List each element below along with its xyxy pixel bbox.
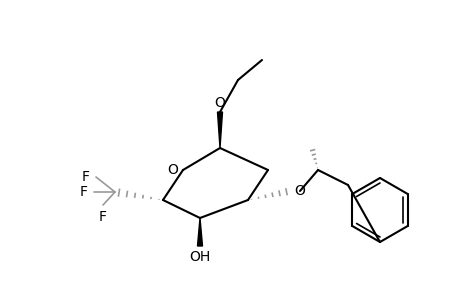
Polygon shape <box>197 218 202 246</box>
Text: F: F <box>82 170 90 184</box>
Text: OH: OH <box>189 250 210 264</box>
Text: O: O <box>167 163 178 177</box>
Text: F: F <box>99 210 107 224</box>
Text: F: F <box>80 185 88 199</box>
Polygon shape <box>217 112 222 148</box>
Text: O: O <box>293 184 304 198</box>
Text: O: O <box>214 96 225 110</box>
